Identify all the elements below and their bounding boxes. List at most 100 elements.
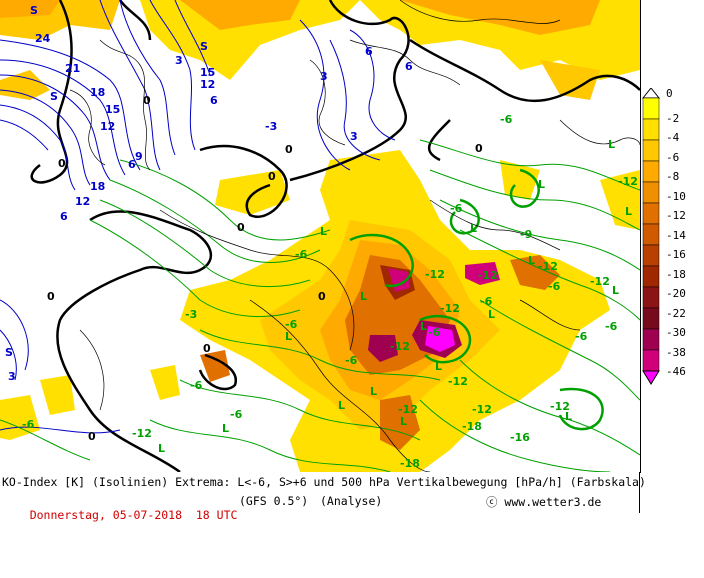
map-labels-black: 0 0 0 0 0 0 0 0 0 0 <box>47 94 483 443</box>
caption-meta: Donnerstag, 05-07-2018 18 UTC (GFS 0.5°)… <box>2 494 602 578</box>
svg-text:0: 0 <box>143 94 151 107</box>
svg-text:-6: -6 <box>548 280 561 293</box>
legend-band <box>642 328 660 351</box>
svg-text:-12: -12 <box>590 275 610 288</box>
svg-text:L: L <box>370 385 377 398</box>
legend-label: -22 <box>666 306 686 320</box>
svg-text:-6: -6 <box>22 418 35 431</box>
legend-label: -6 <box>666 150 680 164</box>
caption-date: Donnerstag, 05-07-2018 18 UTC <box>29 508 238 522</box>
svg-text:-12: -12 <box>425 268 445 281</box>
svg-text:18: 18 <box>90 86 105 99</box>
svg-text:-12: -12 <box>618 175 638 188</box>
svg-text:-6: -6 <box>230 408 243 421</box>
svg-text:6: 6 <box>60 210 68 223</box>
legend-band <box>642 286 660 309</box>
svg-text:-3: -3 <box>185 308 197 321</box>
ko-strong-negative-isolines <box>349 168 604 431</box>
svg-text:L: L <box>565 410 572 423</box>
svg-text:24: 24 <box>35 32 51 45</box>
svg-text:12: 12 <box>200 78 215 91</box>
svg-text:-12: -12 <box>448 375 468 388</box>
svg-text:0: 0 <box>58 157 66 170</box>
svg-text:-6: -6 <box>480 295 493 308</box>
legend-label: -20 <box>666 287 686 300</box>
svg-text:-6: -6 <box>190 379 203 392</box>
svg-text:-6: -6 <box>500 113 513 126</box>
legend-label: -10 <box>666 189 686 203</box>
svg-text:L: L <box>360 290 367 303</box>
svg-text:0: 0 <box>47 290 55 303</box>
legend-label: -12 <box>666 209 686 222</box>
svg-text:L: L <box>488 308 495 321</box>
color-scale-legend: 0 -2 -4 -6 -8 -10 -12 -14 -16 -18 -20 -22 -30 -38 -46 <box>641 87 704 398</box>
svg-text:15: 15 <box>200 66 215 79</box>
svg-text:L: L <box>625 205 632 218</box>
svg-text:3: 3 <box>320 70 328 83</box>
caption-analysis: (Analyse) <box>320 494 383 508</box>
svg-text:L: L <box>222 422 229 435</box>
svg-text:-9: -9 <box>520 228 532 241</box>
svg-text:-12: -12 <box>478 269 498 282</box>
svg-text:12: 12 <box>100 120 115 133</box>
svg-text:-12: -12 <box>538 260 558 273</box>
svg-text:12: 12 <box>75 195 90 208</box>
svg-text:18: 18 <box>90 180 105 193</box>
svg-text:L: L <box>158 442 165 455</box>
svg-text:6: 6 <box>210 94 218 107</box>
svg-text:L: L <box>608 138 615 151</box>
svg-text:0: 0 <box>475 142 483 155</box>
svg-text:-12: -12 <box>550 400 570 413</box>
svg-text:-6: -6 <box>285 318 298 331</box>
svg-text:-16: -16 <box>510 431 530 444</box>
svg-text:L: L <box>435 360 442 373</box>
svg-text:-6: -6 <box>605 320 618 333</box>
legend-label: -38 <box>666 345 686 359</box>
svg-text:-6: -6 <box>575 330 588 343</box>
svg-text:9: 9 <box>135 150 143 163</box>
legend-label: -16 <box>666 248 686 261</box>
svg-text:0: 0 <box>203 342 211 355</box>
svg-text:L: L <box>285 330 292 343</box>
svg-text:3: 3 <box>8 370 16 383</box>
svg-text:L: L <box>320 225 327 238</box>
caption-description: KO-Index [K] (Isolinien) Extrema: L<-6, … <box>2 475 646 489</box>
svg-text:S: S <box>50 90 58 103</box>
svg-text:L: L <box>470 222 477 235</box>
svg-text:L: L <box>538 178 545 191</box>
legend-label: -4 <box>666 131 680 144</box>
svg-text:S: S <box>5 346 13 359</box>
svg-text:-6: -6 <box>345 354 358 367</box>
svg-text:0: 0 <box>88 430 96 443</box>
legend-band <box>642 265 660 288</box>
legend-band <box>642 118 660 141</box>
legend-band <box>642 349 660 372</box>
vertical-motion-shading <box>0 0 640 472</box>
svg-text:-18: -18 <box>462 420 482 433</box>
svg-text:L: L <box>400 415 407 428</box>
coastlines-borders <box>69 0 640 472</box>
svg-text:-6: -6 <box>428 326 441 339</box>
caption-credit: ⓒ www.wetter3.de <box>486 495 602 509</box>
svg-text:-12: -12 <box>440 302 460 315</box>
svg-text:21: 21 <box>65 62 80 75</box>
legend-label: -30 <box>666 326 686 339</box>
svg-text:0: 0 <box>285 143 293 156</box>
legend-label: -14 <box>666 228 686 242</box>
svg-text:3: 3 <box>350 130 358 143</box>
svg-text:-12: -12 <box>472 403 492 416</box>
map-labels-green: L L L L L L L L L L L L L L L L L L -6 -6 -6 -6 -6 -6 -6… <box>22 113 638 470</box>
legend-band <box>642 244 660 267</box>
legend-band <box>642 223 660 246</box>
legend-band <box>642 202 660 225</box>
legend-label: -46 <box>666 365 686 378</box>
legend-label: 0 <box>666 87 673 100</box>
svg-text:-6: -6 <box>295 248 308 261</box>
svg-text:6: 6 <box>405 60 413 73</box>
svg-text:S: S <box>30 4 38 17</box>
ko-negative-isolines <box>0 139 640 472</box>
svg-text:15: 15 <box>105 103 120 116</box>
caption-model: (GFS 0.5°) <box>239 494 309 508</box>
